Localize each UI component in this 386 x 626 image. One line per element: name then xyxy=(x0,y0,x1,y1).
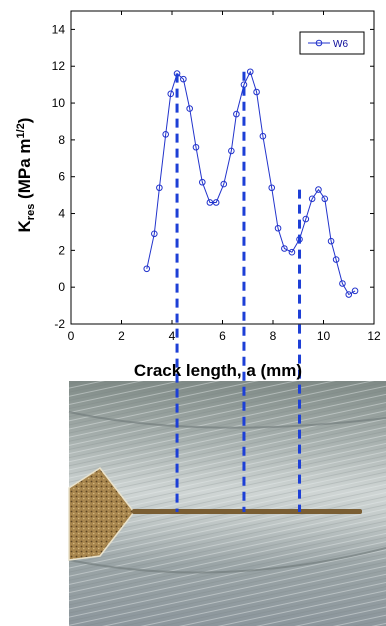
y-tick-label: 6 xyxy=(58,170,65,184)
data-point xyxy=(339,280,346,287)
x-tick-label: 10 xyxy=(317,329,331,343)
data-point xyxy=(246,68,254,76)
x-tick-label: 6 xyxy=(219,329,226,343)
data-point xyxy=(327,237,335,245)
data-point xyxy=(156,184,163,192)
y-tick-label: 14 xyxy=(52,22,66,36)
y-axis-title: Kres (MPa m1/2) xyxy=(15,118,37,233)
data-point xyxy=(281,245,288,252)
data-point xyxy=(186,105,193,112)
y-tick-label: 12 xyxy=(52,59,66,73)
data-point xyxy=(351,287,359,295)
data-point xyxy=(268,184,276,192)
data-point xyxy=(345,291,353,298)
data-point xyxy=(180,75,187,83)
y-tick-label: 8 xyxy=(58,133,65,147)
data-point xyxy=(259,132,267,140)
data-point xyxy=(212,199,220,206)
data-point xyxy=(321,195,329,203)
x-axis-title: Crack length, a (mm) xyxy=(134,361,302,380)
data-point xyxy=(315,186,322,193)
data-point xyxy=(206,199,214,206)
x-tick-label: 0 xyxy=(68,329,75,343)
crack-line xyxy=(132,509,362,514)
data-point xyxy=(233,110,240,118)
x-tick-label: 2 xyxy=(118,329,125,343)
series-w6 xyxy=(143,68,359,298)
notch-region xyxy=(68,466,135,561)
data-point xyxy=(162,131,169,138)
data-point xyxy=(151,230,158,238)
data-point xyxy=(288,248,296,256)
legend: W6 xyxy=(299,31,365,55)
y-tick-label: 0 xyxy=(58,280,65,294)
data-point xyxy=(143,265,151,273)
legend-marker xyxy=(315,39,323,47)
y-tick-label: 4 xyxy=(58,207,65,221)
data-point xyxy=(167,90,175,98)
peak-guide-lines xyxy=(175,71,302,512)
data-point xyxy=(192,143,200,151)
y-tick-label: 2 xyxy=(58,243,65,257)
data-point xyxy=(308,195,316,203)
x-tick-label: 12 xyxy=(367,329,381,343)
data-point xyxy=(228,147,235,155)
plot-frame xyxy=(70,10,375,325)
y-tick-label: -2 xyxy=(54,317,65,331)
data-point xyxy=(253,88,260,96)
x-tick-label: 4 xyxy=(169,329,176,343)
data-point xyxy=(302,215,310,223)
data-point xyxy=(274,224,282,232)
x-tick-label: 8 xyxy=(270,329,277,343)
micrograph-photo xyxy=(68,381,386,626)
y-tick-label: 10 xyxy=(52,96,66,110)
data-point xyxy=(332,256,340,263)
legend-label: W6 xyxy=(333,39,348,50)
data-point xyxy=(220,180,228,188)
data-point xyxy=(199,178,206,186)
